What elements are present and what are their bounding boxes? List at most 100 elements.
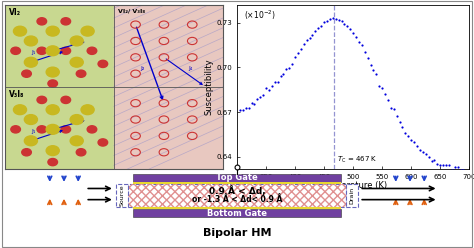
- Circle shape: [61, 47, 71, 54]
- Point: [294, 51, 302, 55]
- Circle shape: [70, 136, 83, 146]
- Text: 0.9 Å < Δd,: 0.9 Å < Δd,: [209, 186, 265, 196]
- Text: VI₂: VI₂: [9, 8, 21, 17]
- Point: [256, 95, 264, 99]
- Circle shape: [48, 80, 57, 87]
- Circle shape: [87, 47, 97, 54]
- Point: [254, 97, 261, 101]
- Circle shape: [22, 149, 31, 156]
- Point: [259, 93, 267, 97]
- Text: J₂: J₂: [140, 66, 144, 71]
- Point: [251, 102, 258, 106]
- Bar: [5, 87, 114, 169]
- Circle shape: [11, 126, 20, 133]
- Point: [349, 31, 357, 35]
- X-axis label: Temperature (K): Temperature (K): [319, 181, 387, 190]
- Text: J₁: J₁: [31, 129, 35, 134]
- Point: [318, 24, 325, 28]
- Circle shape: [37, 18, 46, 25]
- Point: [404, 134, 412, 138]
- Point: [341, 22, 348, 26]
- Circle shape: [46, 46, 59, 56]
- Circle shape: [11, 47, 20, 54]
- Circle shape: [37, 47, 46, 54]
- Point: [393, 114, 401, 118]
- Circle shape: [76, 70, 86, 77]
- Bar: [133, 209, 341, 217]
- Text: V₃I₈: V₃I₈: [9, 90, 25, 99]
- Point: [439, 163, 447, 167]
- Point: [291, 55, 299, 59]
- Point: [309, 33, 316, 37]
- Circle shape: [37, 126, 46, 133]
- Point: [271, 80, 279, 84]
- Point: [381, 92, 389, 96]
- Point: [335, 18, 342, 22]
- Point: [463, 169, 470, 173]
- Bar: [114, 5, 223, 169]
- Point: [323, 19, 331, 23]
- Point: [288, 62, 296, 65]
- Text: $\mathit{T}_\mathrm{C}$ = 467 K: $\mathit{T}_\mathrm{C}$ = 467 K: [337, 155, 377, 165]
- Text: J₃: J₃: [70, 40, 74, 45]
- Point: [454, 165, 461, 169]
- Point: [419, 150, 427, 154]
- Point: [399, 125, 406, 129]
- Point: [442, 163, 450, 167]
- Point: [358, 43, 365, 47]
- Circle shape: [46, 67, 59, 77]
- Bar: [116, 184, 128, 207]
- Point: [311, 30, 319, 33]
- Point: [248, 101, 255, 105]
- Circle shape: [81, 26, 94, 36]
- Circle shape: [24, 136, 37, 146]
- Point: [297, 47, 305, 51]
- Point: [390, 107, 398, 111]
- Point: [416, 148, 424, 152]
- Bar: [128, 184, 346, 207]
- Point: [407, 138, 415, 142]
- Text: Drain: Drain: [349, 187, 355, 204]
- Circle shape: [24, 36, 37, 46]
- Point: [396, 121, 403, 124]
- Circle shape: [24, 115, 37, 124]
- Point: [280, 72, 287, 76]
- Point: [315, 27, 322, 31]
- Point: [425, 155, 432, 159]
- Circle shape: [46, 26, 59, 36]
- Point: [370, 68, 377, 72]
- Point: [300, 42, 308, 46]
- Text: J₄: J₄: [188, 66, 192, 71]
- Circle shape: [46, 124, 59, 134]
- Circle shape: [70, 115, 83, 124]
- Circle shape: [61, 96, 71, 103]
- Text: VI₂/ V₃I₈: VI₂/ V₃I₈: [118, 8, 145, 13]
- Point: [352, 35, 360, 39]
- Point: [283, 67, 290, 71]
- Bar: [133, 207, 341, 209]
- Text: Bottom Gate: Bottom Gate: [207, 209, 267, 218]
- Point: [326, 17, 334, 21]
- Bar: [133, 174, 341, 182]
- Point: [303, 38, 310, 42]
- Point: [457, 168, 465, 172]
- Point: [367, 63, 374, 67]
- Circle shape: [37, 96, 46, 103]
- Point: [422, 152, 429, 156]
- Point: [410, 140, 418, 144]
- Point: [262, 86, 270, 90]
- Point: [434, 162, 441, 166]
- Point: [437, 163, 444, 167]
- Point: [346, 27, 354, 31]
- Point: [373, 71, 380, 75]
- Point: [355, 40, 363, 44]
- Point: [265, 88, 273, 92]
- Point: [329, 16, 337, 20]
- Circle shape: [61, 126, 71, 133]
- Circle shape: [70, 36, 83, 46]
- Circle shape: [98, 60, 108, 67]
- Point: [375, 84, 383, 88]
- Point: [236, 108, 244, 112]
- Circle shape: [48, 158, 57, 166]
- Point: [277, 74, 284, 78]
